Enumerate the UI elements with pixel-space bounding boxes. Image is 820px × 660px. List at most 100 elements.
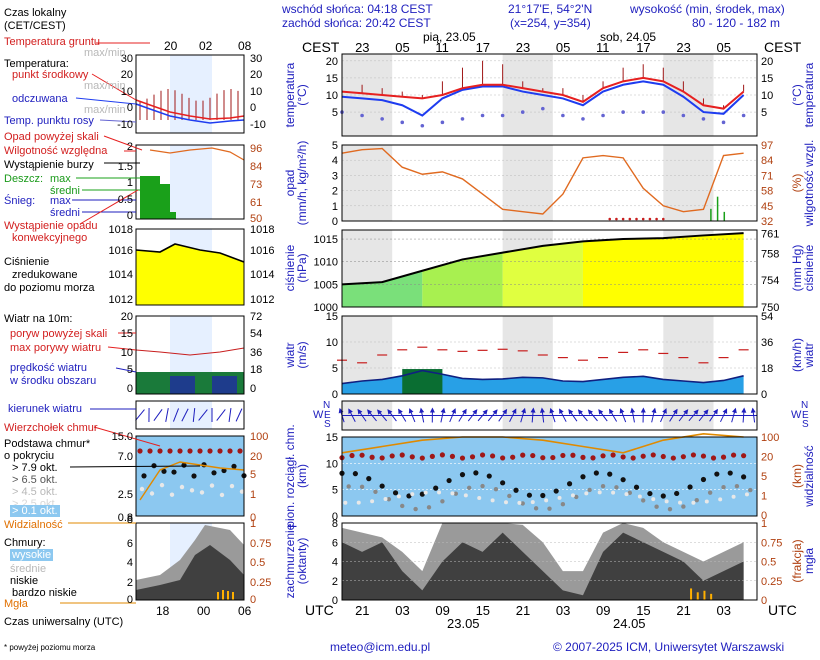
panel-frame <box>341 522 758 601</box>
dew-point-dot <box>360 113 364 118</box>
mini-panel-frame <box>135 54 245 134</box>
mini-tick-right: 54 <box>250 328 262 340</box>
cloud-base-dot-mid <box>641 498 646 503</box>
cest-tick: 05 <box>395 40 409 55</box>
compass-w: W <box>791 409 802 421</box>
cloud-base-dot-low <box>544 498 549 503</box>
mini-wind-arrow-shaft <box>181 408 189 422</box>
legend-utc-time: Czas uniwersalny (UTC) <box>4 616 124 628</box>
cest-tick: 11 <box>435 40 449 55</box>
legend-clouds-low: niskie <box>10 575 39 587</box>
coords-text: 21°17'E, 54°2'N <box>508 2 593 16</box>
dew-point-dot <box>500 113 505 118</box>
rain-bar <box>716 196 719 221</box>
wind-arrow <box>640 407 646 423</box>
legend-gust-max: max porywy wiatru <box>10 342 102 354</box>
legend-connector <box>107 346 137 351</box>
cloud-base-dot-low <box>477 495 482 500</box>
press-axis-unit-right: (mm Hg) <box>790 245 804 292</box>
dew-point-dot <box>721 120 726 125</box>
cloud-base-dot <box>700 476 707 483</box>
cloud-base-dot-mid <box>667 506 673 512</box>
cloud-base-dot-low <box>731 494 736 499</box>
cloud-base-dot <box>352 471 358 477</box>
wind-arrow <box>348 408 356 422</box>
wind-axis-unit-right: (km/h) <box>790 338 804 372</box>
legend-pressure-2: zredukowane <box>12 269 78 281</box>
mini-panel-frame <box>135 315 245 395</box>
sunset-text: zachód słońca: 20:42 CEST <box>282 16 431 30</box>
temp-tick-right: 5 <box>761 107 767 119</box>
mini-tick-left: 20 <box>121 311 133 323</box>
dew-point-dot <box>641 110 646 114</box>
mini-tick-right: 0.75 <box>250 538 271 550</box>
mini-pressure-fill <box>136 244 244 305</box>
cloud-base-dot-low <box>530 500 535 505</box>
legend-storm: Wystąpienie burzy <box>4 159 94 171</box>
wind-tick-left: 15 <box>326 311 338 323</box>
dew-point-dot <box>400 120 405 125</box>
mini-tick-right: 0 <box>250 383 256 395</box>
wind-tick-left: 0 <box>332 389 338 401</box>
cloud-base-dot-low <box>584 491 589 496</box>
humidity-tick-right: 97 <box>761 140 773 152</box>
legend-cloud-base: Podstawa chmur* <box>4 438 91 450</box>
temp-tick-left: 10 <box>326 90 338 102</box>
cloud-top-dot <box>620 454 626 460</box>
cloud-base-dot <box>727 470 733 476</box>
cest-tick: 17 <box>476 40 490 55</box>
convective-dot <box>608 217 612 221</box>
visibility-axis-unit-right: (km) <box>790 464 804 488</box>
visibility-line <box>341 433 744 454</box>
cloud-base-dot <box>392 490 399 496</box>
convective-dot <box>635 217 638 221</box>
utc-tick: 21 <box>676 603 690 618</box>
cloud-base-dot-mid <box>694 497 699 503</box>
wind-arrow <box>387 409 397 422</box>
cloud-base-dot-low <box>490 498 495 503</box>
cloud-top-dot <box>670 455 676 461</box>
cloud-base-dot-mid <box>440 499 445 504</box>
humidity-line <box>341 147 744 215</box>
legend-gust-over: poryw powyżej skali <box>10 328 108 340</box>
mini-tick-left: 1.5 <box>118 161 133 173</box>
wind-arrow-head <box>750 407 756 413</box>
mini-tick-right: 0.25 <box>250 577 271 589</box>
fog-tick-right: 1 <box>761 518 767 530</box>
dew-point-dot <box>480 113 485 118</box>
legend-wind-direction: kierunek wiatru <box>8 403 82 415</box>
wind-tick-right: 0 <box>761 389 767 401</box>
mini-tick-right: 84 <box>250 161 262 173</box>
wind-arrow <box>577 409 588 422</box>
mini-cloud-low-dot <box>149 491 155 496</box>
mini-cloud-top-dot <box>137 448 143 454</box>
wind-arrow <box>509 408 517 422</box>
legend-okt-3: > 4.5 okt. <box>12 486 58 498</box>
mini-cloud-sky <box>136 436 244 516</box>
cloud-base-dot-low <box>463 493 468 498</box>
cloud-top-dot <box>700 453 707 459</box>
wind-arrow-head <box>472 409 478 415</box>
legend-connector <box>75 97 137 105</box>
mini-cloud-low-dot <box>139 486 145 492</box>
wind-arrow <box>357 408 367 422</box>
mini-cloud-low-dot <box>199 490 205 495</box>
mini-tick-right: 0 <box>250 512 256 524</box>
mini-wind-fill-c <box>212 376 237 394</box>
cloud-top-dot <box>500 455 506 461</box>
fog-bar <box>690 588 693 600</box>
mini-tick-left: 15 <box>121 328 133 340</box>
cloud-base-dot <box>366 476 372 482</box>
press-tick-left: 1010 <box>314 257 338 269</box>
meteogram-labels: 2015105201510554321097847158453210151010… <box>109 30 816 631</box>
wind-axis-title-left: wiatr <box>283 342 297 368</box>
legend-connector <box>103 135 143 151</box>
mini-time-top: 02 <box>199 39 213 53</box>
cloud-base-dot <box>687 484 693 490</box>
wind-arrow <box>750 407 756 423</box>
mini-cloud-base-dot <box>151 463 157 469</box>
mini-wind-arrow <box>153 409 163 421</box>
cest-tick: 23 <box>516 40 530 55</box>
wind-arrow-head <box>619 408 625 414</box>
mini-cloud-top-dot <box>207 448 213 454</box>
